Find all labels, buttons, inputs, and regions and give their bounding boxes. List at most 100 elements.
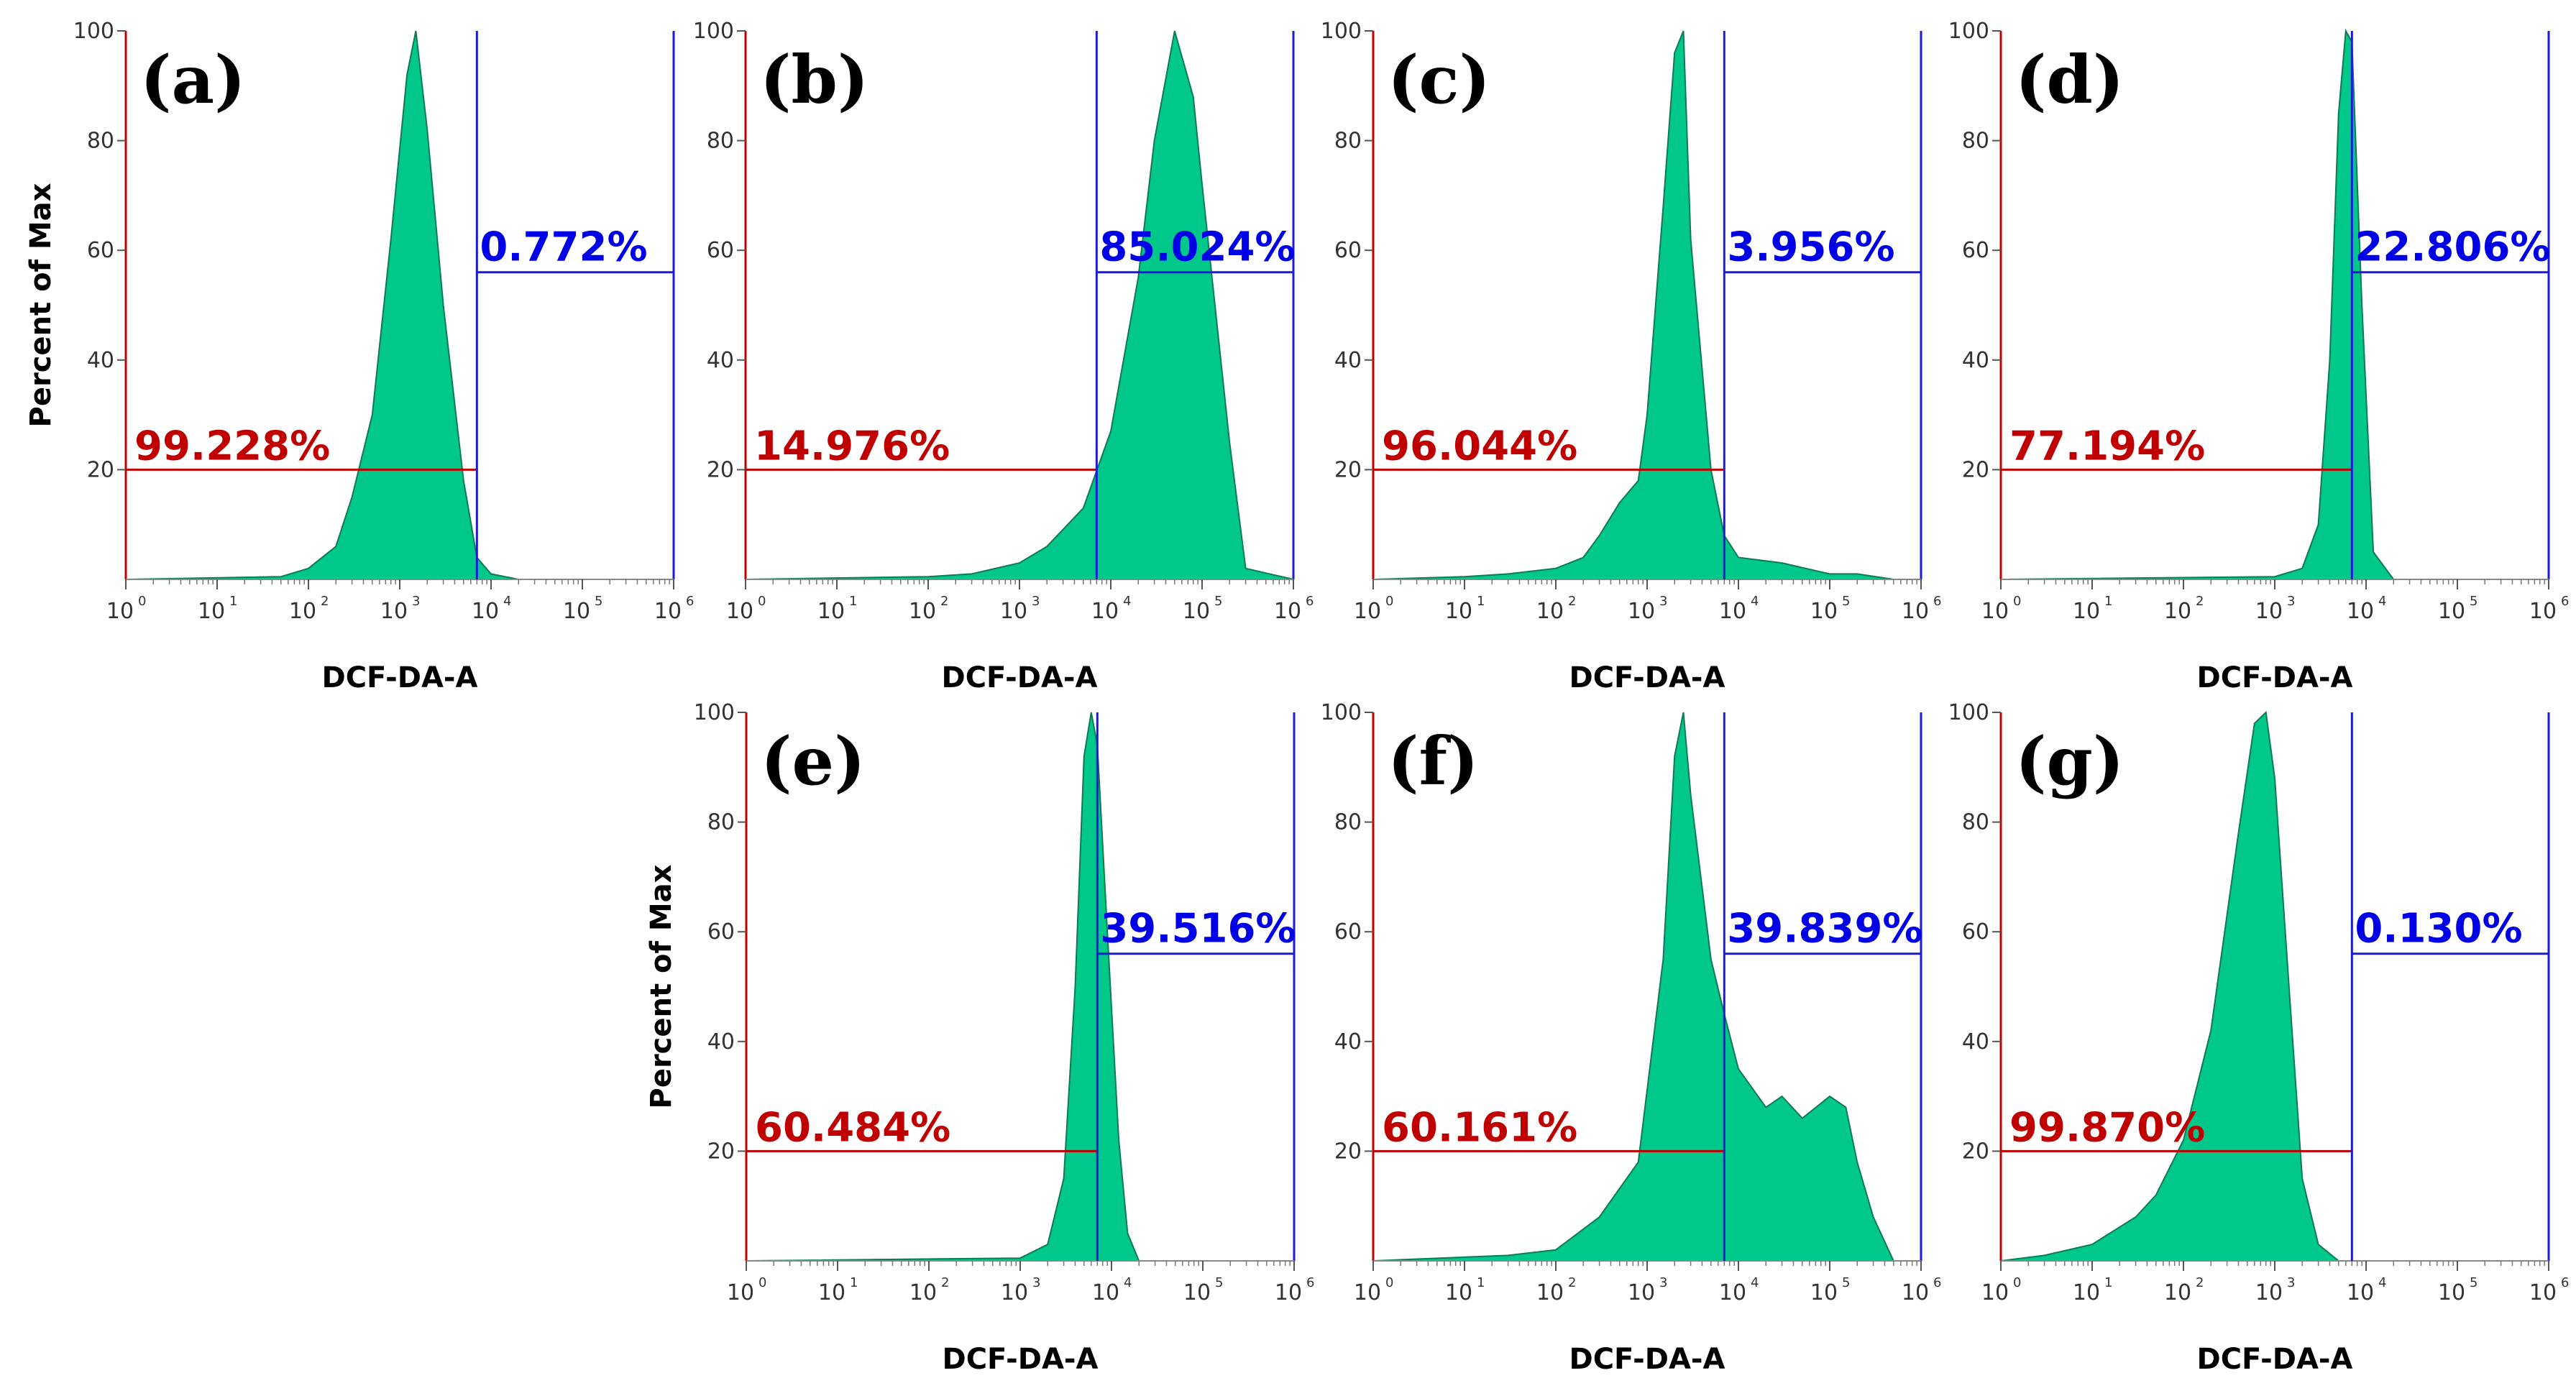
x-tick-exponent: 1 [229,594,237,609]
x-tick-exponent: 3 [412,594,420,609]
x-tick-label: 10 [2164,599,2191,624]
x-tick-label: 10 [1274,599,1301,624]
x-tick-label: 10 [289,599,316,624]
y-tick-label: 20 [1334,457,1362,482]
y-tick-label: 60 [87,238,114,263]
x-tick-label: 10 [2073,1280,2100,1305]
x-tick-label: 10 [1981,1280,2009,1305]
x-tick-exponent: 5 [1842,1275,1850,1290]
right-gate-percentage: 0.772% [480,224,647,271]
x-axis-title: DCF-DA-A [1569,661,1725,694]
y-tick-label: 20 [87,457,114,482]
x-tick-exponent: 0 [1385,594,1393,609]
y-tick-label: 40 [1334,1029,1362,1055]
y-tick-label: 60 [1334,238,1362,263]
x-tick-exponent: 5 [1214,594,1222,609]
x-tick-label: 10 [2073,599,2100,624]
x-tick-exponent: 2 [940,594,948,609]
y-tick-label: 60 [1334,919,1362,945]
x-axis-title: DCF-DA-A [2197,1343,2353,1376]
y-tick-label: 40 [1334,348,1362,373]
x-tick-exponent: 1 [1477,1275,1485,1290]
right-gate-percentage: 85.024% [1099,224,1295,271]
y-tick-label: 40 [1962,1029,1989,1055]
right-gate-percentage: 39.516% [1100,906,1296,952]
panel-label: (c) [1388,41,1490,119]
x-tick-label: 10 [2438,1280,2465,1305]
x-tick-exponent: 1 [1477,594,1485,609]
x-tick-label: 10 [727,1280,754,1305]
histogram-area [125,30,674,580]
x-tick-exponent: 0 [2013,594,2021,609]
y-tick-label: 100 [1321,700,1362,725]
x-tick-label: 10 [1000,599,1027,624]
x-axis-title: DCF-DA-A [943,1343,1099,1376]
x-axis-title: DCF-DA-A [2197,661,2353,694]
x-tick-label: 10 [106,599,134,624]
left-gate-percentage: 99.870% [2009,1104,2205,1151]
y-tick-label: 40 [707,1029,735,1055]
x-tick-label: 10 [1001,1280,1028,1305]
x-tick-exponent: 4 [1751,594,1759,609]
x-tick-exponent: 4 [2378,594,2386,609]
x-tick-exponent: 3 [1659,1275,1667,1290]
x-tick-exponent: 5 [1842,594,1850,609]
left-gate-percentage: 77.194% [2009,423,2205,469]
y-axis-title: Percent of Max [24,183,58,427]
x-tick-exponent: 3 [2287,1275,2295,1290]
x-tick-label: 10 [1275,1280,1302,1305]
y-tick-label: 80 [1334,810,1362,835]
x-tick-label: 10 [1810,599,1838,624]
y-tick-label: 80 [1962,810,1989,835]
x-tick-label: 10 [1536,1280,1564,1305]
x-tick-label: 10 [817,599,845,624]
x-tick-label: 10 [2438,599,2465,624]
x-tick-label: 10 [1445,1280,1472,1305]
y-tick-label: 100 [1321,19,1362,44]
right-gate-percentage: 0.130% [2355,906,2522,952]
x-tick-label: 10 [1354,1280,1381,1305]
x-tick-label: 10 [909,599,936,624]
x-tick-exponent: 2 [2196,594,2204,609]
y-axis-title: Percent of Max [645,864,678,1108]
x-axis-title: DCF-DA-A [942,661,1098,694]
x-tick-label: 10 [654,599,682,624]
x-tick-label: 10 [1719,1280,1746,1305]
y-tick-label: 60 [1962,919,1989,945]
y-tick-label: 100 [1948,19,1989,44]
panel-label: (d) [2015,41,2124,119]
x-tick-label: 10 [1091,599,1119,624]
x-tick-label: 10 [1354,599,1381,624]
y-tick-label: 20 [1962,1139,1989,1164]
x-tick-exponent: 5 [2470,594,2478,609]
x-tick-exponent: 6 [1306,594,1314,609]
x-tick-exponent: 4 [2378,1275,2386,1290]
histogram-area [2000,710,2549,1262]
panel-label: (b) [760,41,868,119]
x-axis-title: DCF-DA-A [1569,1343,1725,1376]
y-tick-label: 60 [707,238,734,263]
x-tick-label: 10 [2347,1280,2374,1305]
left-gate-percentage: 60.484% [755,1104,950,1151]
x-tick-label: 10 [2529,599,2557,624]
x-tick-exponent: 4 [1751,1275,1759,1290]
x-tick-label: 10 [2164,1280,2191,1305]
x-tick-label: 10 [1902,1280,1929,1305]
y-tick-label: 100 [694,700,735,725]
x-tick-exponent: 0 [758,594,766,609]
y-tick-label: 20 [1334,1139,1362,1164]
x-tick-exponent: 2 [941,1275,949,1290]
x-tick-label: 10 [1445,599,1472,624]
y-tick-label: 100 [1948,700,1989,725]
right-gate-percentage: 39.839% [1727,906,1922,952]
x-tick-exponent: 6 [1933,1275,1941,1290]
x-tick-exponent: 1 [2104,594,2112,609]
x-tick-label: 10 [1628,1280,1655,1305]
panel-label: (f) [1388,722,1479,800]
y-tick-label: 60 [1962,238,1989,263]
